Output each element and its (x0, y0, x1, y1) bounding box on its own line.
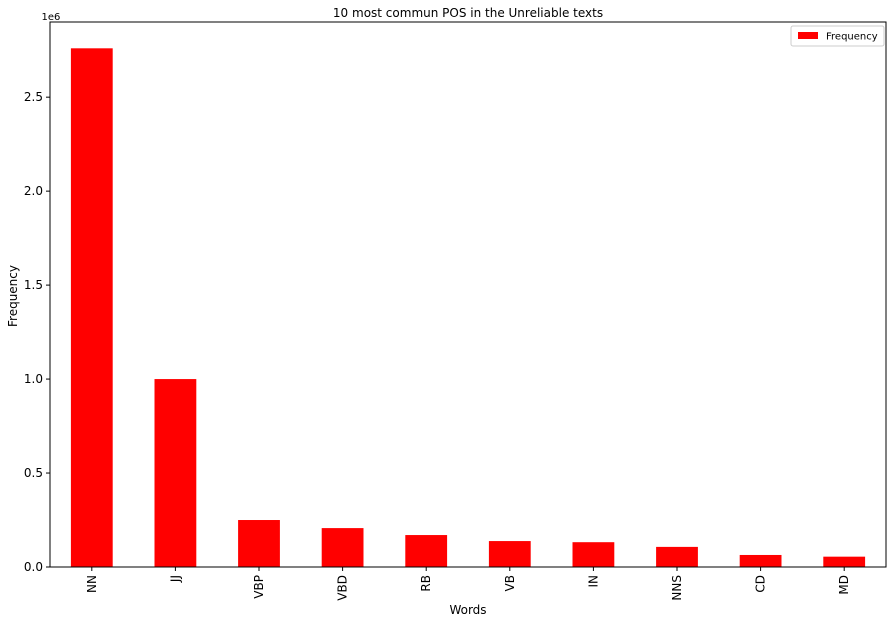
y-tick-label: 2.5 (24, 90, 43, 104)
x-tick-label-vbp: VBP (252, 575, 266, 599)
legend-box (790, 25, 885, 47)
bar-nn (70, 48, 113, 567)
y-offset-label: 1e6 (42, 12, 61, 23)
y-tick-label: 0.0 (24, 560, 43, 574)
y-axis-ticks: 0.0 0.5 1.0 1.5 2.0 2.5 (24, 90, 50, 574)
legend-swatch (798, 32, 818, 39)
legend-entry: Frequency (826, 32, 878, 43)
axes-frame (49, 21, 887, 568)
x-tick-label-vb: VB (503, 575, 517, 591)
x-tick-label-cd: CD (754, 575, 768, 593)
bar-nns (656, 546, 698, 567)
y-tick-label: 0.5 (24, 466, 43, 480)
bar-md (823, 556, 866, 567)
plot-area (49, 21, 887, 568)
bar-vbp (238, 520, 280, 567)
x-tick-label-rb: RB (419, 575, 433, 592)
y-axis-label: Frequency (6, 265, 20, 327)
bar-vb (488, 541, 531, 567)
x-tick-label-in: IN (586, 575, 600, 588)
bar-in (572, 542, 615, 567)
x-tick-label-md: MD (837, 575, 851, 595)
chart-title: 10 most commun POS in the Unreliable tex… (333, 6, 603, 20)
x-axis-label: Words (449, 603, 486, 617)
x-tick-label-nns: NNS (670, 575, 684, 601)
legend: Frequency (790, 25, 885, 47)
bar-jj (154, 379, 197, 567)
x-axis-ticks: NN JJ VBP VBD RB VB IN NNS CD MD (85, 567, 851, 601)
x-tick-label-jj: JJ (168, 575, 182, 583)
y-tick-label: 1.5 (24, 278, 43, 292)
x-tick-label-nn: NN (85, 575, 99, 593)
bar-vbd (321, 528, 364, 567)
y-tick-label: 2.0 (24, 184, 43, 198)
y-tick-label: 1.0 (24, 372, 43, 386)
x-tick-label-vbd: VBD (336, 575, 350, 601)
bar-cd (739, 554, 782, 567)
bar-rb (405, 535, 448, 567)
